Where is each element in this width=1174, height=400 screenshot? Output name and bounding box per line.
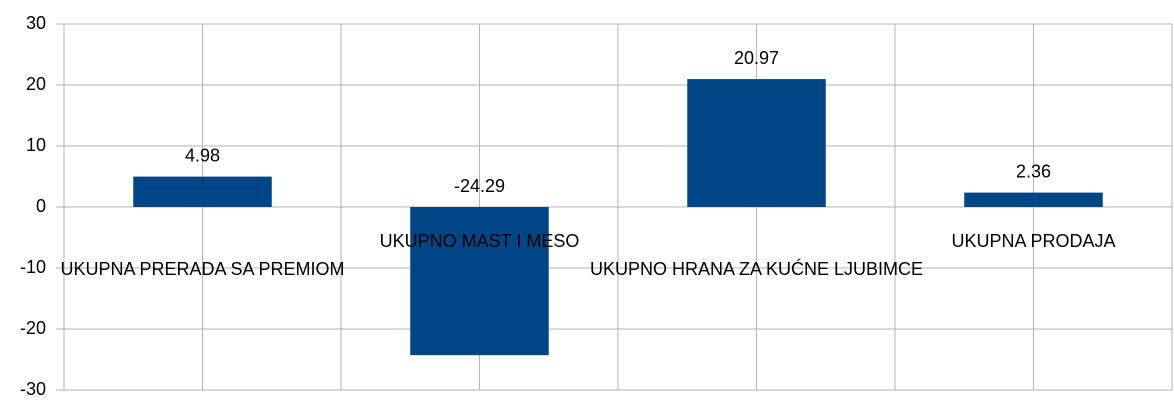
y-tick-label: -20: [20, 318, 46, 338]
data-label: 4.98: [185, 145, 220, 165]
data-label: -24.29: [454, 176, 505, 196]
y-tick-label: 20: [26, 74, 46, 94]
y-tick-label: 30: [26, 13, 46, 33]
x-tick-label: UKUPNA PRODAJA: [951, 231, 1115, 251]
x-tick-label: UKUPNO HRANA ZA KUĆNE LJUBIMCE: [590, 258, 923, 279]
bar: [964, 192, 1103, 207]
bar: [410, 207, 549, 356]
bar: [687, 79, 826, 207]
y-tick-label: 10: [26, 135, 46, 155]
data-label: 2.36: [1016, 161, 1051, 181]
y-tick-label: -30: [20, 379, 46, 399]
y-tick-label: -10: [20, 257, 46, 277]
x-tick-label: UKUPNO MAST I MESO: [380, 231, 580, 251]
data-label: 20.97: [734, 48, 779, 68]
x-tick-label: UKUPNA PRERADA SA PREMIOM: [60, 259, 344, 279]
bar: [133, 176, 272, 207]
y-tick-label: 0: [36, 196, 46, 216]
